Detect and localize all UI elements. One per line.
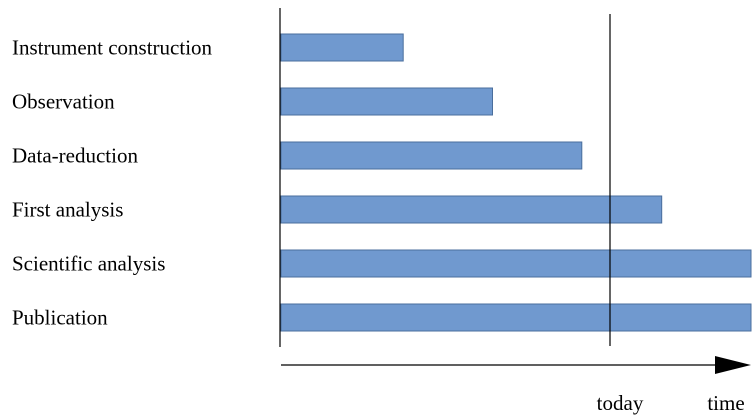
- bar: [280, 141, 583, 170]
- time-arrow-head-icon: [715, 356, 751, 374]
- row-label: Publication: [12, 306, 108, 330]
- bar: [280, 249, 752, 278]
- row-label: Observation: [12, 90, 115, 114]
- bars: [280, 33, 752, 332]
- bar: [280, 87, 493, 116]
- row-labels: Instrument construction Observation Data-r…: [12, 36, 213, 330]
- row-label: Data-reduction: [12, 144, 138, 168]
- today-marker-label: today: [597, 391, 644, 415]
- row-label: Scientific analysis: [12, 252, 165, 276]
- bar: [280, 303, 752, 332]
- row-label: First analysis: [12, 198, 123, 222]
- bar: [280, 33, 404, 62]
- row-label: Instrument construction: [12, 36, 213, 60]
- bar: [280, 195, 663, 224]
- time-axis-label: time: [707, 391, 744, 415]
